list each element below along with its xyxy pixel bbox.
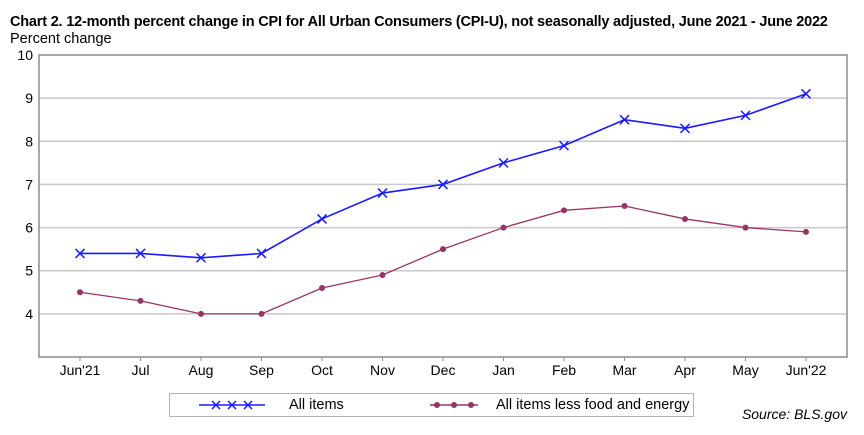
x-tick-label: Jun'22	[786, 362, 827, 378]
legend-label: All items	[289, 397, 344, 413]
y-tick-label: 10	[17, 47, 33, 63]
data-point	[258, 310, 265, 317]
data-point	[319, 284, 325, 291]
y-tick-label: 8	[25, 133, 33, 149]
y-axis-label: Percent change	[10, 31, 112, 47]
data-point	[558, 140, 570, 151]
series-all-items	[74, 88, 812, 263]
legend-marker-x-icon	[199, 400, 265, 410]
data-point	[619, 114, 630, 125]
y-tick-label: 7	[25, 176, 33, 192]
legend-item-all-items: All items	[197, 394, 344, 416]
y-tick-label: 4	[25, 306, 33, 322]
data-point	[137, 297, 144, 304]
data-point	[800, 88, 812, 99]
data-point	[379, 272, 386, 279]
data-point	[561, 207, 567, 214]
series-line	[79, 205, 807, 315]
x-tick-label: Jul	[132, 362, 150, 378]
x-tick-label: Feb	[552, 362, 576, 378]
x-tick-label: Dec	[431, 362, 456, 378]
x-tick-label: Nov	[370, 362, 395, 378]
series-layer	[74, 88, 812, 317]
data-point	[256, 248, 267, 259]
data-point	[195, 252, 207, 263]
plot-frame	[38, 54, 848, 358]
x-tick-label: Apr	[674, 362, 696, 378]
data-point	[198, 310, 204, 317]
x-tick-label: Jan	[492, 362, 515, 378]
data-point	[742, 224, 749, 231]
y-tick-label: 5	[25, 263, 33, 279]
data-point	[316, 213, 328, 224]
x-tick-label: Jun'21	[60, 362, 101, 378]
y-axis-ticks: 4 5 6 7 8 9 10	[17, 47, 33, 322]
data-point	[679, 123, 691, 134]
y-tick-label: 9	[25, 90, 33, 106]
data-point	[803, 228, 809, 235]
x-tick-label: Oct	[311, 362, 333, 378]
x-tick-label: Mar	[612, 362, 636, 378]
x-tick-label: Aug	[189, 362, 214, 378]
source-note: Source: BLS.gov	[741, 406, 847, 422]
series-line	[80, 93, 807, 259]
x-axis-ticks: Jun'21 Jul Aug Sep Oct Nov Dec Jan Feb Mar Apr May J…	[60, 357, 827, 378]
legend: All items All items less food and energy	[169, 393, 694, 417]
data-point	[135, 248, 146, 259]
data-point	[437, 179, 449, 190]
series-core	[77, 203, 809, 317]
legend-marker-dot-icon	[430, 402, 478, 408]
data-point	[377, 188, 388, 199]
y-tick-label: 6	[25, 220, 33, 236]
data-point	[498, 157, 509, 168]
data-point	[440, 246, 446, 253]
data-point	[621, 203, 628, 209]
chart-title: Chart 2. 12-month percent change in CPI …	[10, 14, 828, 30]
x-tick-label: Sep	[249, 362, 274, 378]
legend-item-core: All items less food and energy	[428, 394, 689, 416]
x-tick-label: May	[732, 362, 758, 378]
data-point	[500, 224, 507, 231]
gridlines	[39, 97, 847, 315]
data-point	[77, 289, 83, 296]
data-point	[740, 110, 751, 121]
data-point	[682, 215, 688, 222]
legend-label: All items less food and energy	[496, 397, 690, 413]
data-point	[74, 248, 86, 259]
